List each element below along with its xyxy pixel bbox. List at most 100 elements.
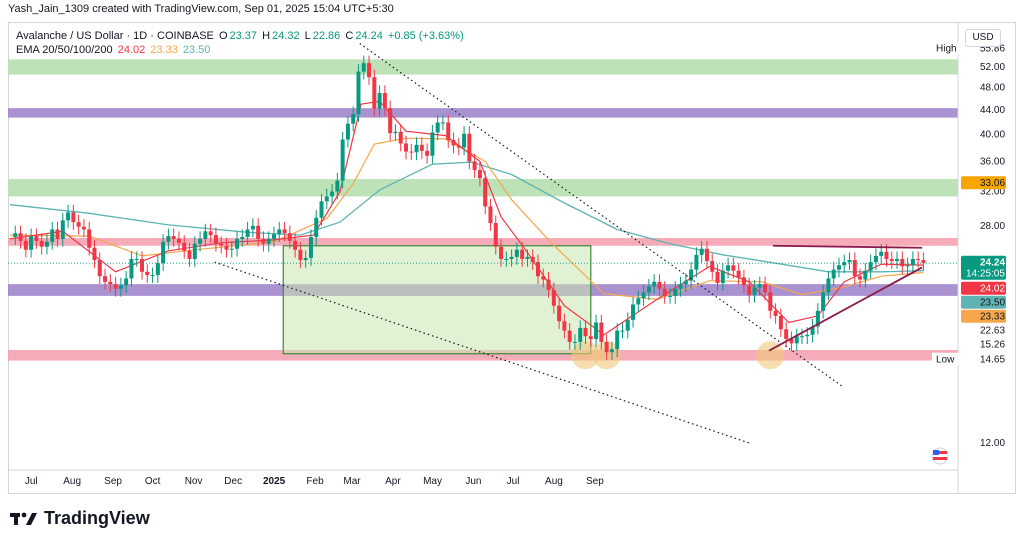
candle-body xyxy=(900,258,905,267)
candle-layer xyxy=(13,55,926,361)
candle-body xyxy=(240,237,245,239)
candle-body xyxy=(44,241,49,247)
candle-body xyxy=(303,257,308,261)
x-tick-label: Jul xyxy=(25,476,38,487)
price-label-tag-bg-low xyxy=(932,352,961,366)
price-label-bg-ema50 xyxy=(961,309,1006,323)
candle-body xyxy=(858,276,863,280)
candle-body xyxy=(345,123,350,140)
x-tick-label: Aug xyxy=(63,476,81,487)
candle-body xyxy=(382,93,387,109)
candle-body xyxy=(282,229,287,234)
candle-body xyxy=(836,265,841,270)
candle-body xyxy=(620,330,625,332)
candle-body xyxy=(615,330,620,350)
candle-body xyxy=(509,256,514,259)
candle-body xyxy=(794,336,799,344)
candle-body xyxy=(60,220,65,239)
x-tick-label: Oct xyxy=(145,476,161,487)
price-label-high: 55.86 xyxy=(980,44,1005,55)
change-value: +0.85 (+3.63%) xyxy=(387,30,464,42)
candle-body xyxy=(219,243,224,246)
candle-body xyxy=(778,315,783,330)
price-chart[interactable]: Jul Aug Sep Oct Nov Dec 2025 Feb Mar Apr May Jun Jul… xyxy=(8,22,1016,494)
candle-body xyxy=(377,93,382,109)
price-label-tag-low: Low xyxy=(936,355,955,366)
candle-body xyxy=(266,238,271,244)
candle-body xyxy=(805,334,810,337)
candle-body xyxy=(789,339,794,344)
candle-body xyxy=(314,217,319,238)
price-label-low: 14.65 xyxy=(980,355,1005,366)
tradingview-logo-icon xyxy=(10,512,37,525)
candle-body xyxy=(245,229,250,238)
candle-body xyxy=(710,261,715,272)
price-label-bg-ema20 xyxy=(961,281,1006,295)
candle-body xyxy=(873,255,878,263)
price-label-bg-ema100 xyxy=(961,295,1006,309)
candle-body xyxy=(810,326,815,335)
candle-body xyxy=(87,229,92,248)
candle-body xyxy=(467,133,472,162)
candle-body xyxy=(192,243,197,259)
candle-body xyxy=(76,222,81,227)
candle-body xyxy=(13,233,18,238)
candle-body xyxy=(340,139,345,181)
candle-body xyxy=(404,143,408,152)
candle-body xyxy=(572,341,577,343)
candle-body xyxy=(652,281,657,287)
candle-body xyxy=(356,71,361,115)
candle-body xyxy=(287,233,292,241)
candle-body xyxy=(435,122,440,133)
x-tick-label: Jul xyxy=(507,476,520,487)
zone-pink-5 xyxy=(8,349,958,361)
candle-body xyxy=(747,285,752,295)
candle-body xyxy=(103,276,108,282)
x-tick-label: Nov xyxy=(185,476,203,487)
candle-body xyxy=(208,231,213,236)
price-label-plain: 22.63 xyxy=(980,326,1005,337)
candle-body xyxy=(741,277,746,286)
trendline-solid-2 xyxy=(768,266,923,352)
ema-legend: EMA 20/50/100/200 24.02 23.33 23.50 xyxy=(16,44,212,56)
x-tick-label: Jun xyxy=(465,476,481,487)
price-label-bg-ema200 xyxy=(961,176,1006,190)
y-tick-label: 40.00 xyxy=(980,129,1005,140)
candle-body xyxy=(895,258,900,262)
ema20-value: 24.02 xyxy=(117,44,146,56)
candle-body xyxy=(462,133,467,148)
candle-body xyxy=(699,248,704,255)
candle-body xyxy=(198,238,203,244)
candle-body xyxy=(298,249,303,261)
candle-body xyxy=(868,262,873,271)
candle-body xyxy=(541,276,546,280)
candle-body xyxy=(504,258,509,260)
support-touch-circle-2 xyxy=(756,341,785,370)
candle-body xyxy=(831,269,836,279)
candle-body xyxy=(525,256,530,259)
candle-body xyxy=(499,246,504,259)
candle-body xyxy=(55,229,60,239)
candle-body xyxy=(752,287,757,295)
candle-body xyxy=(440,122,445,124)
x-tick-label: Aug xyxy=(545,476,563,487)
price-label-ema200: 33.06 xyxy=(980,178,1005,189)
candle-body xyxy=(646,286,651,293)
candle-body xyxy=(673,288,678,296)
candle-body xyxy=(731,265,736,271)
currency-button[interactable]: USD xyxy=(965,29,1001,47)
x-tick-label: Mar xyxy=(343,476,361,487)
candle-body xyxy=(916,258,921,261)
candle-body xyxy=(108,281,113,285)
candle-body xyxy=(678,284,683,289)
ema100-line xyxy=(9,161,924,273)
candle-body xyxy=(414,144,419,153)
price-label-last: 24.24 xyxy=(980,258,1005,269)
x-axis: Jul Aug Sep Oct Nov Dec 2025 Feb Mar Apr May Jun Jul… xyxy=(8,469,958,487)
candle-body xyxy=(261,238,266,244)
flag-stripe xyxy=(933,457,947,460)
candle-body xyxy=(272,234,276,239)
candle-body xyxy=(456,145,461,148)
ema100-value: 23.50 xyxy=(182,44,211,56)
